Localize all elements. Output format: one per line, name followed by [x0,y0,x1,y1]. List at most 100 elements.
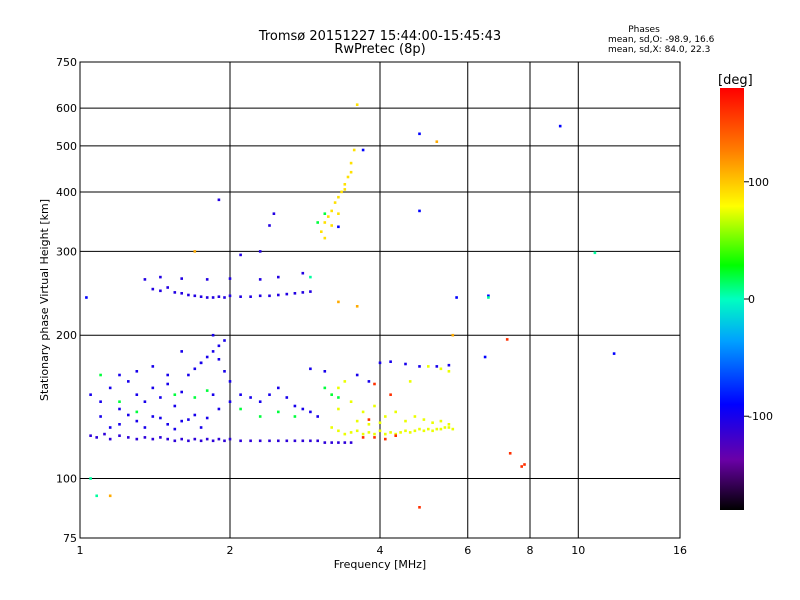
data-point [85,296,88,299]
data-point [159,275,162,279]
data-point [384,432,387,436]
data-point [309,275,312,279]
data-point [349,170,353,174]
y-tick-label: 500 [56,140,77,153]
data-point [193,396,197,399]
data-point [199,439,203,443]
data-point [193,413,197,417]
data-point [223,339,226,342]
data-point [180,390,183,394]
data-point [228,277,232,280]
data-point [217,358,221,361]
data-point [418,209,421,213]
data-point [217,295,221,298]
data-point [389,360,392,363]
data-point [404,419,407,423]
data-point [323,441,327,444]
data-point [323,386,327,390]
data-point [439,367,443,371]
grid [80,62,680,538]
data-point [330,393,333,396]
data-point [349,441,353,444]
data-point [187,293,190,297]
data-point [199,295,203,298]
x-tick-label: 10 [571,544,585,557]
data-point [330,426,333,429]
data-point [309,439,312,443]
y-tick-labels: 75 100 200 300 400 500 600 750 [56,56,77,545]
data-point [228,294,232,298]
data-point [316,221,319,224]
data-point [268,439,271,443]
data-point [205,437,209,441]
data-point [451,333,455,337]
data-point [268,294,271,298]
data-point [418,427,421,431]
data-point [118,434,121,437]
data-point [173,439,177,443]
data-point [180,419,183,423]
x-tick-label: 4 [377,544,384,557]
data-point [384,437,387,441]
data-point [373,432,376,436]
x-tick-label: 1 [77,544,84,557]
data-point [89,477,92,480]
data-point [127,413,130,417]
data-point [159,436,162,439]
data-point [95,494,98,498]
data-point [217,198,221,202]
data-point [193,250,197,253]
colorbar-ticks: 100 0 -100 [744,176,773,423]
colorbar-label: [deg] [718,73,753,88]
data-point [258,250,262,253]
data-point [378,429,382,433]
data-point [389,431,392,434]
colorbar-tick-label: 100 [748,176,769,189]
data-point [180,292,183,295]
data-point [373,382,376,386]
data-point [337,225,340,229]
data-point [337,195,340,199]
data-point [180,350,183,353]
info-heading: Phases [628,25,660,35]
data-point [277,439,280,443]
data-point [118,400,121,403]
data-point [135,419,139,423]
data-point [127,436,130,439]
data-point [301,271,305,275]
data-point [151,386,155,390]
data-point [301,291,305,294]
data-point [361,410,365,414]
data-point [309,410,312,414]
data-point [180,277,183,280]
data-point [378,361,382,365]
data-point [394,432,397,436]
data-point [272,212,276,215]
data-point [523,463,526,466]
data-point [343,441,347,444]
data-point [343,432,347,436]
data-point [418,365,421,368]
data-point [258,294,262,298]
data-point [337,407,340,411]
data-point [166,423,169,426]
data-point [166,382,169,386]
x-axis-title: Frequency [MHz] [334,558,426,571]
data-point [127,380,130,383]
data-point [309,290,312,293]
data-point [205,416,209,420]
y-tick-label: 750 [56,56,77,69]
data-point [435,365,439,368]
data-point [193,437,197,441]
data-point [301,439,305,443]
data-point [166,286,169,289]
data-point [422,429,426,433]
data-point [89,434,92,437]
data-point [187,373,190,377]
data-point [258,400,262,403]
data-point [399,431,402,434]
data-point [135,410,139,414]
data-point [439,427,443,431]
data-point [268,224,271,227]
data-point [447,363,451,367]
